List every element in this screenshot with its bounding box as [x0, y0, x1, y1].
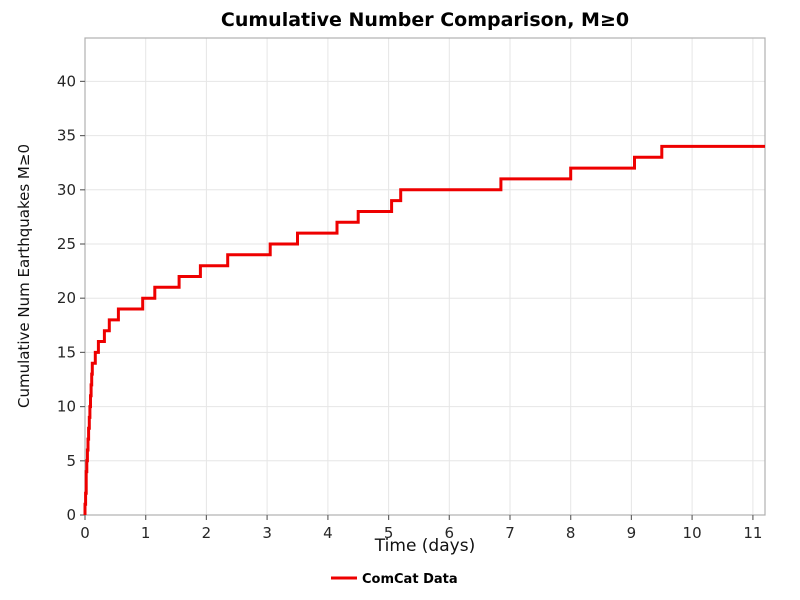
- svg-text:3: 3: [262, 524, 272, 542]
- svg-text:6: 6: [445, 524, 455, 542]
- svg-text:10: 10: [57, 398, 76, 416]
- svg-text:35: 35: [57, 127, 76, 145]
- svg-text:20: 20: [57, 289, 76, 307]
- x-axis-label: Time (days): [374, 536, 475, 556]
- svg-text:15: 15: [57, 343, 76, 361]
- svg-text:11: 11: [743, 524, 762, 542]
- svg-text:30: 30: [57, 181, 76, 199]
- svg-text:2: 2: [202, 524, 212, 542]
- axis-ticks: 0 1 2 3 4 5 6 7 8 9 10 11 0 5 10 15 20 25 30 35 40: [57, 72, 763, 542]
- svg-text:5: 5: [384, 524, 394, 542]
- chart-title: Cumulative Number Comparison, M≥0: [221, 9, 629, 31]
- svg-text:1: 1: [141, 524, 151, 542]
- legend-label: ComCat Data: [362, 572, 458, 587]
- svg-text:40: 40: [57, 72, 76, 90]
- svg-text:5: 5: [66, 452, 76, 470]
- svg-text:10: 10: [683, 524, 702, 542]
- svg-text:0: 0: [80, 524, 90, 542]
- svg-text:7: 7: [505, 524, 515, 542]
- svg-text:4: 4: [323, 524, 333, 542]
- svg-text:8: 8: [566, 524, 576, 542]
- y-axis-label: Cumulative Num Earthquakes M≥0: [15, 144, 33, 408]
- svg-text:9: 9: [627, 524, 637, 542]
- legend: ComCat Data: [331, 572, 458, 587]
- axes-frame: [84, 37, 766, 516]
- svg-text:0: 0: [66, 506, 76, 524]
- comcat-series-line: [83, 144, 765, 515]
- svg-text:25: 25: [57, 235, 76, 253]
